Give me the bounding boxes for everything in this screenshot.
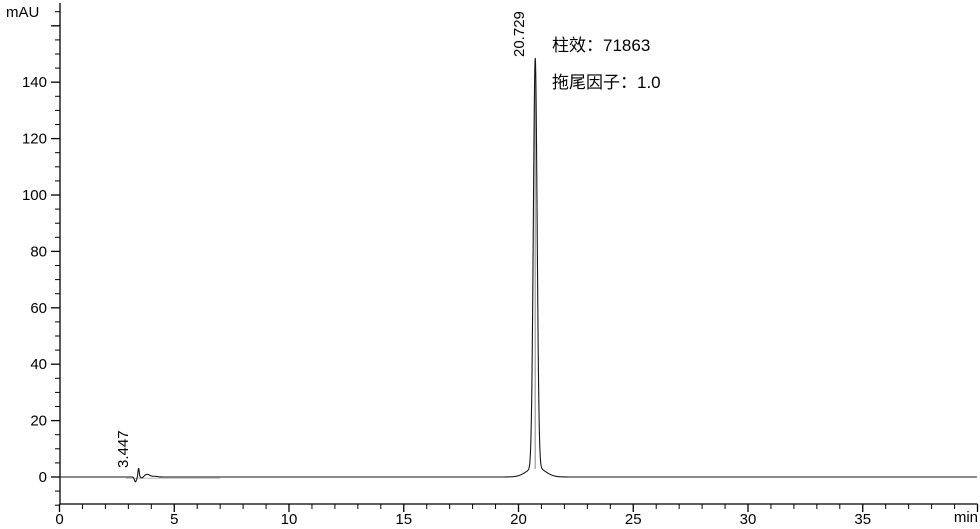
annotation-tailing-factor: 拖尾因子：1.0 [552,73,661,92]
x-tick-label: 5 [170,511,178,528]
y-tick-label: 80 [30,243,47,260]
x-tick-label: 35 [854,511,871,528]
x-tick-label: 25 [625,511,642,528]
y-tick-label: 60 [30,300,47,317]
x-tick-label: 30 [740,511,757,528]
y-tick-label: 40 [30,356,47,373]
x-axis-unit-label: min [953,509,978,526]
y-tick-label: 100 [22,187,47,204]
x-tick-label: 0 [55,511,63,528]
y-tick-label: 0 [39,469,47,486]
y-tick-label: 120 [22,131,47,148]
x-tick-label: 10 [281,511,298,528]
annotation-column-efficiency: 柱效：71863 [552,36,651,55]
peak-retention-time-label-major: 20.729 [511,11,528,57]
y-axis-unit-label: mAU [6,4,40,21]
peak-retention-time-label-minor: 3.447 [115,430,132,468]
chromatogram-trace [58,57,978,483]
x-tick-label: 15 [395,511,412,528]
annotation-block: 柱效：71863 拖尾因子：1.0 [552,31,661,105]
y-tick-label: 140 [22,74,47,91]
x-tick-label: 20 [510,511,527,528]
y-tick-label: 20 [30,413,47,430]
